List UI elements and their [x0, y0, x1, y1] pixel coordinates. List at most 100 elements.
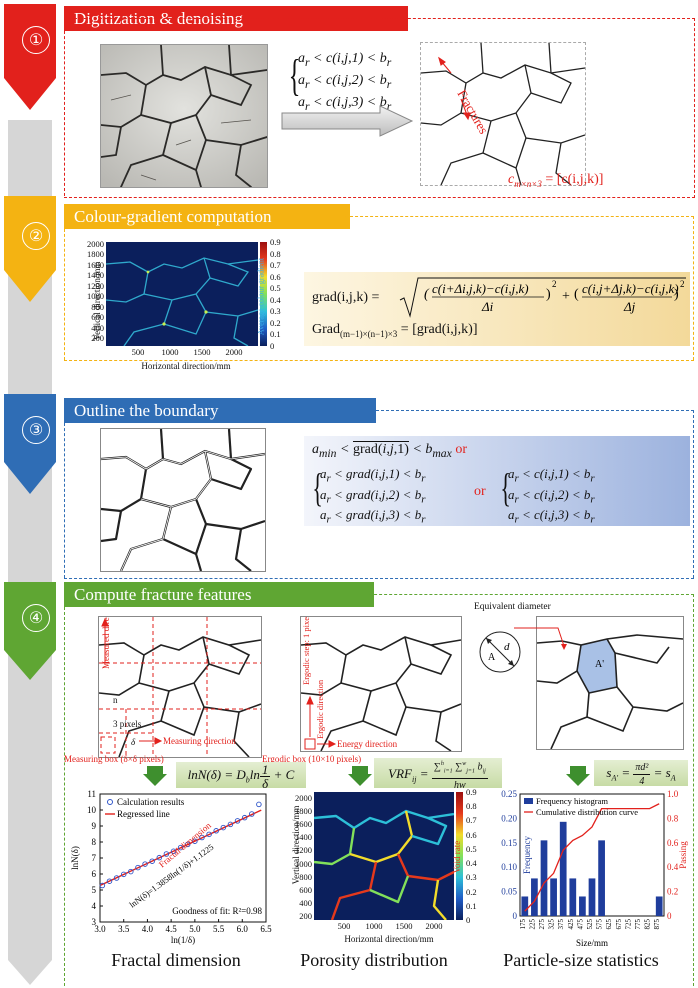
histogram-bar — [550, 878, 557, 916]
y-tick-label: 7 — [92, 853, 97, 863]
tick-label: 1000 — [161, 347, 179, 357]
data-point — [184, 841, 191, 848]
svg-text:δ: δ — [131, 737, 136, 747]
colorbar-tick-label: 0 — [466, 915, 471, 925]
x-tick-label: 175 — [519, 919, 527, 930]
colorbar-tick-label: 0 — [270, 341, 275, 351]
x-tick-label: 6.0 — [237, 924, 249, 934]
y-tick-label: 6 — [92, 869, 97, 879]
data-point — [106, 878, 113, 884]
histogram-bar — [569, 878, 577, 916]
legend-marker-points — [107, 799, 113, 805]
tick-label: 500 — [337, 921, 351, 931]
goodness-of-fit: Goodness of fit: R²=0.98 — [172, 906, 262, 916]
y2-tick-label: 0.2 — [667, 887, 678, 897]
histogram-bar — [531, 878, 538, 916]
y-tick-label: 5 — [92, 885, 97, 895]
tick-label: 800 — [91, 301, 104, 312]
svg-text:(: ( — [424, 287, 430, 302]
porosity-xticks: 500 1000 1500 2000 — [314, 921, 454, 931]
tick-label: 2000 — [425, 921, 443, 931]
y-tick-label: 0.10 — [501, 862, 517, 872]
data-point — [149, 858, 155, 864]
x-tick-label: 3.0 — [94, 924, 106, 934]
data-point — [213, 828, 219, 834]
svg-text:(: ( — [574, 287, 579, 302]
data-point — [206, 831, 212, 838]
legend-label: Cumulative distribution curve — [536, 807, 638, 817]
svg-text:Δj: Δj — [623, 299, 636, 314]
colorbar-tick-label: 0.2 — [270, 317, 281, 328]
tick-label: 200 — [299, 911, 312, 921]
box-counting-image: Measured direction n 3 pixels δ Measurin… — [98, 616, 262, 758]
histogram-bar — [598, 840, 605, 916]
x-tick-label: 725 — [624, 919, 632, 930]
x-tick-label: 525 — [586, 919, 594, 930]
caption-fractal-dimension: Fractal dimension — [111, 950, 241, 970]
y2-tick-label: 0 — [667, 911, 672, 921]
data-point — [120, 871, 127, 878]
x-tick-label: 275 — [538, 919, 546, 930]
data-point — [227, 821, 234, 828]
stage2-cbar-label: Average colour gradient — [256, 257, 266, 336]
down-arrow-3-icon — [566, 766, 590, 786]
area-formula: sA' = πd² 4 = sA — [594, 760, 688, 787]
x-tick-label: 675 — [615, 919, 623, 930]
porosity-colorbar — [456, 792, 463, 920]
porosity-xlabel: Horizontal direction/mm — [344, 934, 434, 944]
x-tick-label: 375 — [557, 919, 565, 930]
y-tick-label: 0.25 — [501, 789, 517, 799]
tick-label: 400 — [299, 897, 312, 908]
grad-matrix-definition: Grad(m−1)×(n−1)×3 = [grad(i,j,k)] — [312, 322, 478, 339]
data-point — [170, 848, 177, 855]
data-point — [128, 868, 134, 875]
legend-marker-bar — [524, 798, 533, 804]
vrf-formula: VRFij = ∑hi=1 ∑wj=1 bij hw — [374, 758, 502, 791]
svg-text:n: n — [113, 695, 118, 705]
equivalent-diameter-label: Equivalent diameter — [474, 602, 551, 612]
svg-text:3 pixels: 3 pixels — [113, 719, 142, 729]
tick-label: 2000 — [295, 793, 312, 803]
y2-axis-label: Passing — [678, 841, 688, 869]
tick-label: 1400 — [295, 832, 312, 843]
svg-text:Measured direction: Measured direction — [101, 616, 111, 669]
boundary-outline-image — [100, 428, 266, 572]
tick-label: 2000 — [225, 347, 243, 357]
x-tick-label: 775 — [634, 919, 642, 930]
x-axis-label: Size/mm — [576, 938, 608, 948]
histogram-bar — [579, 896, 586, 916]
threshold-conditions: { ar < c(i,j,1) < br ar < c(i,j,2) < br … — [288, 51, 392, 113]
tick-label: 800 — [299, 871, 312, 882]
colorbar-tick-label: 0.3 — [466, 872, 477, 883]
x-axis-label: ln(1/δ) — [171, 935, 195, 945]
histogram-bar — [559, 821, 567, 916]
y2-tick-label: 0.6 — [667, 838, 679, 848]
tick-label: 1800 — [87, 249, 104, 260]
x-tick-label: 875 — [653, 919, 661, 930]
stage2-colorbar — [260, 242, 267, 346]
stage-1-number: ① — [22, 26, 50, 54]
y-tick-label: 0 — [513, 911, 518, 921]
gradient-map — [106, 242, 258, 346]
svg-text:Ergodic step: 1 pixel: Ergodic step: 1 pixel — [301, 616, 311, 685]
tick-label: 600 — [91, 312, 104, 323]
svg-text:A: A — [488, 652, 496, 663]
process-arrow-icon — [281, 105, 414, 137]
colorbar-tick-label: 0.7 — [270, 260, 281, 271]
x-tick-label: 4.0 — [142, 924, 154, 934]
colorbar-tick-label: 0.5 — [466, 843, 477, 854]
svg-text:2: 2 — [680, 279, 685, 289]
data-point — [135, 864, 141, 871]
histogram-bar — [521, 896, 529, 916]
boundary-condition-1: amin < grad(i,j,1) < bmax or — [312, 441, 467, 460]
colorbar-tick-label: 0.1 — [270, 329, 281, 340]
void-rate-label: Void rate — [452, 840, 462, 874]
y-tick-label: 9 — [92, 821, 97, 831]
y-tick-label: 10 — [87, 805, 97, 815]
tick-label: 1200 — [87, 280, 104, 291]
cumulative-curve — [524, 803, 660, 912]
svg-text:Δi: Δi — [481, 299, 494, 314]
x-tick-label: 4.5 — [166, 924, 178, 934]
equivalent-diameter-image: A' — [536, 616, 684, 750]
legend-label: Regressed line — [117, 809, 170, 819]
